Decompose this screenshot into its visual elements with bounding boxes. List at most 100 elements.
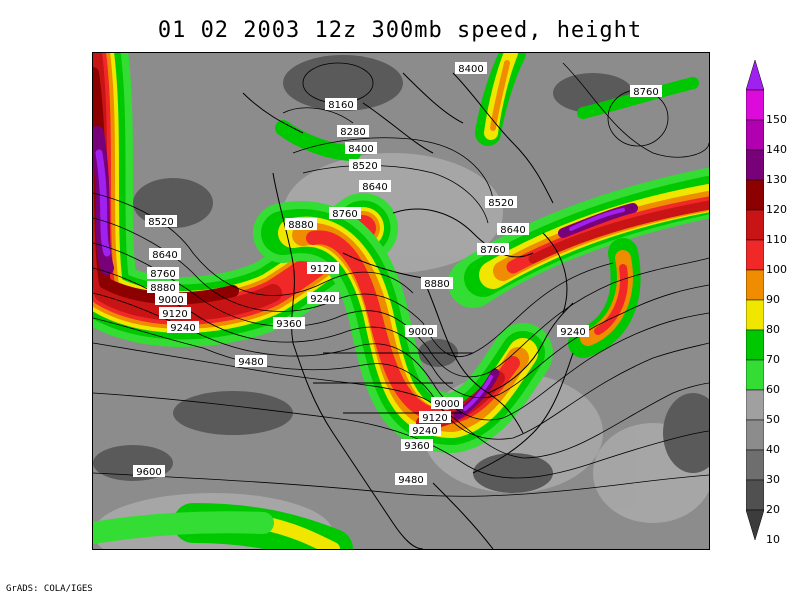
- colorbar-segment: [746, 419, 764, 451]
- contour-label: 8760: [329, 207, 361, 220]
- svg-text:8160: 8160: [328, 100, 353, 111]
- map-title: 01 02 2003 12z 300mb speed, height: [157, 18, 643, 43]
- contour-label: 8640: [359, 180, 391, 193]
- svg-text:9000: 9000: [408, 327, 433, 338]
- contour-label: 8520: [485, 196, 517, 209]
- contour-label: 8520: [145, 215, 177, 228]
- contour-labels: 8400 8760 8160 8280 8400 8520 8640 8520 …: [133, 62, 662, 486]
- colorbar-tick-label: 90: [766, 293, 780, 306]
- colorbar-tick-label: 10: [766, 533, 780, 546]
- colorbar-tick-label: 110: [766, 233, 787, 246]
- svg-text:8640: 8640: [362, 182, 387, 193]
- trough-jet: [253, 201, 553, 453]
- svg-text:9120: 9120: [422, 413, 447, 424]
- colorbar-segment: [746, 239, 764, 271]
- colorbar-segment: [746, 479, 764, 511]
- colorbar-segment: [746, 179, 764, 211]
- contour-label: 8160: [325, 98, 357, 111]
- svg-text:8760: 8760: [480, 245, 505, 256]
- contour-label: 9240: [167, 321, 199, 334]
- colorbar-segment: [746, 449, 764, 481]
- svg-text:8760: 8760: [633, 87, 658, 98]
- contour-label: 9240: [557, 325, 589, 338]
- contour-label: 8760: [147, 267, 179, 280]
- colorbar-top-arrow: [746, 60, 764, 91]
- colorbar-tick-label: 140: [766, 143, 787, 156]
- colorbar-tick-label: 60: [766, 383, 780, 396]
- colorbar-tick-label: 100: [766, 263, 787, 276]
- svg-text:9120: 9120: [162, 309, 187, 320]
- svg-text:9480: 9480: [238, 357, 263, 368]
- contour-label: 8520: [349, 159, 381, 172]
- colorbar-tick-label: 80: [766, 323, 780, 336]
- colorbar-tick-label: 120: [766, 203, 787, 216]
- northern-jet: [93, 53, 699, 549]
- colorbar-tick-label: 150: [766, 113, 787, 126]
- map-panel: 8400 8760 8160 8280 8400 8520 8640 8520 …: [92, 52, 710, 550]
- svg-text:8520: 8520: [488, 198, 513, 209]
- contour-label: 8760: [630, 85, 662, 98]
- contour-label: 9120: [419, 411, 451, 424]
- colorbar-tick-label: 20: [766, 503, 780, 516]
- contour-label: 9240: [409, 424, 441, 437]
- svg-text:8640: 8640: [152, 250, 177, 261]
- colorbar-segment: [746, 89, 764, 121]
- contour-label: 8400: [345, 142, 377, 155]
- contour-label: 8280: [337, 125, 369, 138]
- contour-label: 8880: [421, 277, 453, 290]
- contour-label: 9600: [133, 465, 165, 478]
- colorbar-tick-label: 50: [766, 413, 780, 426]
- svg-text:8640: 8640: [500, 225, 525, 236]
- svg-text:9600: 9600: [136, 467, 161, 478]
- svg-text:8400: 8400: [348, 144, 373, 155]
- atlantic-jet: [448, 168, 709, 358]
- svg-text:9120: 9120: [310, 264, 335, 275]
- svg-text:9240: 9240: [560, 327, 585, 338]
- colorbar-segment: [746, 209, 764, 241]
- contour-label: 9480: [235, 355, 267, 368]
- colorbar-segment: [746, 119, 764, 151]
- contour-label: 8400: [455, 62, 487, 75]
- contour-label: 9000: [155, 293, 187, 306]
- colorbar-tick-label: 40: [766, 443, 780, 456]
- contour-label: 8640: [149, 248, 181, 261]
- contour-label: 8880: [147, 281, 179, 294]
- colorbar-segment: [746, 389, 764, 421]
- svg-text:9360: 9360: [404, 441, 429, 452]
- contour-label: 9000: [405, 325, 437, 338]
- wind-speed-map: 8400 8760 8160 8280 8400 8520 8640 8520 …: [93, 53, 709, 549]
- svg-text:8880: 8880: [150, 283, 175, 294]
- contour-label: 8880: [285, 218, 317, 231]
- colorbar-segment: [746, 299, 764, 331]
- colorbar-bottom-arrow: [746, 509, 764, 540]
- contour-label: 9360: [273, 317, 305, 330]
- contour-label: 9240: [307, 292, 339, 305]
- colorbar-tick-label: 70: [766, 353, 780, 366]
- contour-label: 9000: [431, 397, 463, 410]
- grads-credit: GrADS: COLA/IGES: [6, 584, 93, 594]
- svg-text:9000: 9000: [158, 295, 183, 306]
- contour-label: 8760: [477, 243, 509, 256]
- svg-text:9000: 9000: [434, 399, 459, 410]
- svg-text:9480: 9480: [398, 475, 423, 486]
- svg-text:8400: 8400: [458, 64, 483, 75]
- svg-text:9240: 9240: [170, 323, 195, 334]
- colorbar-segment: [746, 359, 764, 391]
- svg-text:9240: 9240: [412, 426, 437, 437]
- svg-text:8880: 8880: [424, 279, 449, 290]
- contour-label: 9120: [159, 307, 191, 320]
- svg-text:8880: 8880: [288, 220, 313, 231]
- contour-label: 9480: [395, 473, 427, 486]
- svg-text:8280: 8280: [340, 127, 365, 138]
- colorbar-tick-label: 30: [766, 473, 780, 486]
- colorbar: [746, 60, 764, 540]
- svg-text:8760: 8760: [150, 269, 175, 280]
- contour-label: 9360: [401, 439, 433, 452]
- svg-text:9240: 9240: [310, 294, 335, 305]
- svg-text:8760: 8760: [332, 209, 357, 220]
- colorbar-segment: [746, 269, 764, 301]
- svg-text:9360: 9360: [276, 319, 301, 330]
- contour-label: 9120: [307, 262, 339, 275]
- colorbar-segment: [746, 149, 764, 181]
- contour-label: 8640: [497, 223, 529, 236]
